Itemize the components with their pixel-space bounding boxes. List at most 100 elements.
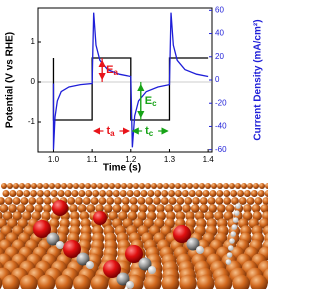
copper-atom (147, 204, 157, 213)
hydrogen-atom (230, 231, 236, 237)
copper-atom (55, 183, 61, 189)
copper-atom (92, 190, 100, 197)
copper-atom (225, 204, 235, 213)
copper-atom (28, 197, 37, 205)
copper-atom (0, 228, 1, 234)
copper-atom (130, 204, 139, 213)
copper-atom (49, 183, 55, 189)
copper-atom (90, 274, 109, 289)
hydrogen-atom (234, 210, 240, 216)
y2-tick-label: 60 (215, 5, 224, 14)
y-tick-label: 1 (31, 37, 36, 46)
copper-atom (2, 274, 20, 289)
x-tick-label: 1.1 (87, 155, 99, 164)
hydrogen-atom (225, 259, 232, 265)
series-line (52, 12, 209, 150)
page: {"chart_data": {"type": "line", "xlabel"… (0, 5, 268, 289)
copper-atom (250, 190, 258, 197)
copper-atom (67, 197, 76, 205)
copper-atom (98, 197, 107, 205)
copper-atom (95, 204, 104, 213)
hydrogen-atom (231, 224, 238, 230)
copper-atom (106, 190, 113, 197)
copper-atom (223, 183, 229, 189)
copper-atom (176, 197, 185, 205)
annotation-text: E (106, 64, 113, 76)
copper-atom (137, 197, 146, 205)
copper-atom (184, 197, 193, 205)
copper-atom (196, 274, 215, 289)
annotation: Ea (106, 64, 118, 77)
copper-atom (163, 183, 169, 189)
copper-atom (242, 211, 253, 221)
hydrogen-atom (126, 281, 134, 289)
copper-atom (121, 183, 127, 189)
copper-atom (4, 197, 13, 205)
copper-atom (75, 197, 83, 205)
copper-atom (173, 204, 183, 213)
copper-atom (192, 197, 200, 205)
copper-atom (91, 183, 97, 189)
copper-atom (2, 190, 10, 197)
copper-atom (106, 197, 115, 205)
copper-atom (0, 204, 9, 213)
copper-atom (140, 190, 148, 197)
copper-atom (230, 190, 238, 197)
carbon-atom (138, 257, 152, 271)
copper-atom (262, 197, 268, 205)
copper-atom (202, 190, 210, 197)
x-tick-label: 1.2 (125, 155, 137, 164)
copper-atom (79, 183, 85, 189)
copper-atom (34, 204, 44, 213)
copper-atom (181, 183, 187, 189)
y2-tick-label: 20 (215, 52, 224, 61)
hydrogen-atom (148, 266, 156, 274)
hydrogen-atom (226, 252, 233, 258)
oxygen-atom (93, 211, 107, 225)
y-tick-label: 0 (31, 77, 36, 86)
carbon-atom (186, 237, 200, 251)
copper-atom (77, 204, 87, 213)
copper-atom (205, 183, 211, 189)
copper-atom (217, 183, 223, 189)
copper-atom (64, 190, 72, 197)
annotation-sub: a (113, 68, 118, 77)
copper-atom (238, 197, 247, 205)
annotation: Ec (145, 95, 157, 108)
copper-atom (190, 204, 200, 213)
copper-atom (9, 190, 17, 197)
surface-rendering (0, 178, 268, 289)
copper-atom (16, 190, 24, 197)
y-axis-label: Potential (V vs RHE) (5, 32, 16, 128)
copper-atom (25, 183, 31, 189)
copper-atom (37, 274, 56, 289)
copper-atom (147, 190, 155, 197)
copper-atom (37, 190, 44, 197)
hydrogen-atom (229, 238, 235, 244)
copper-atom (114, 197, 122, 205)
y2-tick-label: 0 (215, 75, 220, 84)
x-axis-label: Time (s) (103, 163, 141, 174)
copper-atom (157, 183, 163, 189)
copper-atom (19, 274, 38, 289)
copper-atom (257, 190, 265, 197)
copper-atom (121, 204, 130, 213)
copper-atom (99, 190, 107, 197)
carbon-atom (76, 252, 90, 266)
copper-atom (169, 183, 175, 189)
copper-atom (30, 190, 37, 197)
oxygen-atom (125, 245, 143, 263)
copper-atom (179, 274, 197, 289)
copper-atom (164, 204, 174, 213)
y-tick-label: -1 (28, 117, 36, 126)
copper-atom (121, 197, 130, 205)
y2-tick-label: 40 (215, 29, 224, 38)
hydrogen-atom (86, 261, 94, 269)
copper-atom (43, 197, 52, 205)
copper-atom (115, 183, 121, 189)
copper-atom (175, 190, 182, 197)
copper-atom (133, 183, 139, 189)
copper-atom (37, 183, 43, 189)
copper-atom (19, 183, 25, 189)
copper-atom (153, 197, 161, 205)
